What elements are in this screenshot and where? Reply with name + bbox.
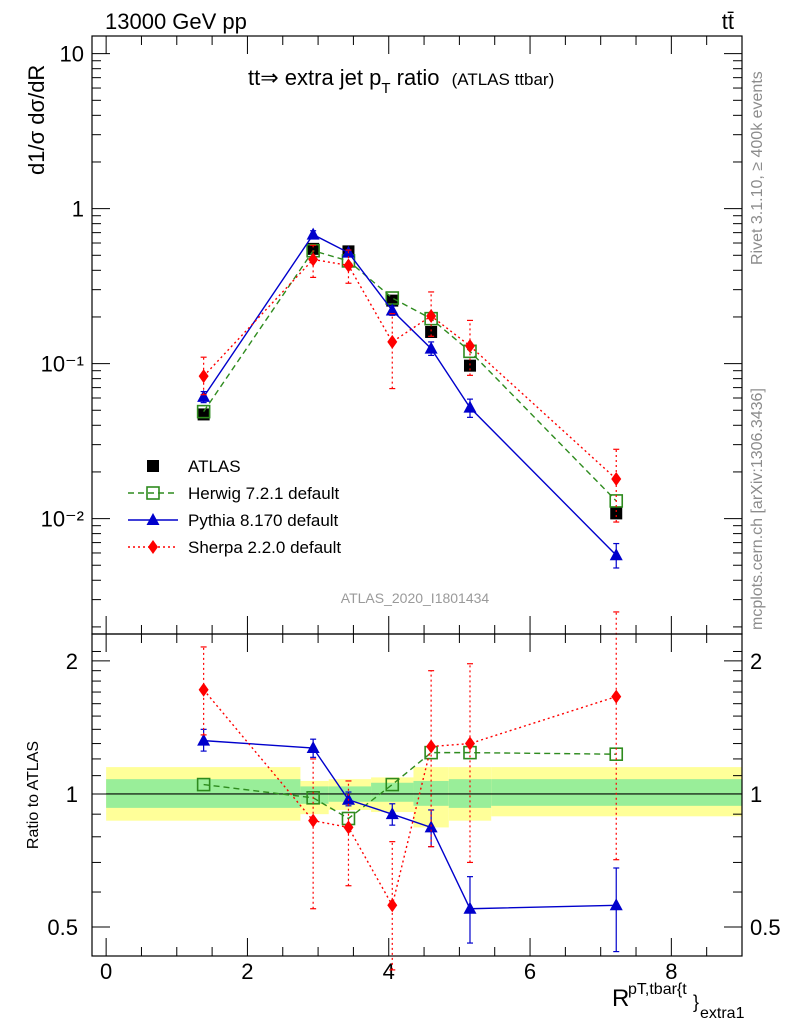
main-ytick-label: 10 [60,42,84,67]
series-herwig [196,243,624,508]
ratio-data-point [198,682,209,697]
data-point [463,359,476,372]
data-point [424,341,438,354]
data-point [308,252,319,267]
ratio-ylabel-text: Ratio to ATLAS [25,741,42,849]
legend-label: Pythia 8.170 default [188,511,339,530]
xlabel-main: R [612,985,629,1012]
ratio-data-point [385,777,400,792]
ratio-data-point [609,898,623,911]
ratio-xtick-label: 4 [383,959,395,984]
legend-marker [146,486,160,500]
ratio-ytick-label: 2 [66,649,78,674]
ratio-ytick-label: 0.5 [47,915,78,940]
series-sherpa [198,244,622,523]
xlabel-sup: pT,tbar{t [628,981,687,998]
ratio-data-point [343,820,354,835]
data-point [610,507,623,520]
ratio-ytick-label-right: 1 [750,782,762,807]
title-sub: T [381,80,390,97]
data-point [197,408,210,421]
analysis-watermark: ATLAS_2020_I1801434 [341,590,490,606]
data-point [343,258,354,273]
data-point [196,404,211,419]
legend: ATLAS Herwig 7.2.1 default Pythia 8.170 de… [128,457,341,557]
title-note: (ATLAS ttbar) [452,70,555,89]
svg-text:R: R [612,985,629,1012]
ratio-data-point [196,777,211,792]
ratio-ytick-label-right: 2 [750,649,762,674]
data-point [306,227,320,240]
data-point [463,400,477,413]
ratio-data-point [463,901,477,914]
main-ytick-label: 10⁻² [41,507,84,532]
ratio-panel: 2 2 1 1 0.5 0.5 0 2 4 6 8 [47,611,781,984]
main-panel: 10 1 10⁻¹ 10⁻² [41,36,743,634]
rivet-side-label: Rivet 3.1.10, ≥ 400k events [749,71,766,265]
xlabel-sub: extra1 [700,1005,745,1022]
ratio-xtick-label: 0 [100,959,112,984]
ratio-data-point [385,807,399,820]
chart-title: tt⇒ extra jet pT ratio (ATLAS ttbar) [248,65,554,97]
mcplots-side-label: mcplots.cern.ch [arXiv:1306.3436] [749,388,766,630]
svg-text:tt⇒ extra jet pT ratio (: tt⇒ extra jet pT ratio (ATLAS ttbar) [248,65,554,97]
data-point [609,548,623,561]
main-ylabel: d1/σ dσ/dR [24,65,49,175]
main-ytick-label: 10⁻¹ [41,352,84,377]
header-left-label: 13000 GeV pp [105,9,247,34]
xaxis-label: R pT,tbar{t } extra1 [612,981,745,1022]
legend-marker [148,540,158,554]
uncertainty-band-inner [300,786,329,804]
ratio-data-point [387,898,398,913]
ratio-data-point [611,689,622,704]
series-line [203,258,617,480]
ratio-ylabel: Ratio to ATLAS [25,741,42,849]
legend-marker [147,460,159,472]
ratio-xtick-label: 8 [665,959,677,984]
data-point [426,308,437,323]
ratio-series-line [203,739,617,910]
uncertainty-band-inner [371,782,414,802]
ratio-data-point [464,736,475,751]
data-point [464,338,475,353]
ratio-series-pythia [197,728,623,953]
data-point [387,334,398,349]
ratio-series-sherpa [198,611,622,971]
ratio-xtick-label: 2 [241,959,253,984]
data-point [611,472,622,487]
data-point [197,389,211,402]
title-main: tt⇒ extra jet p [248,65,381,90]
legend-label: Herwig 7.2.1 default [188,484,339,503]
main-ytick-label: 1 [72,197,84,222]
ratio-ytick-label-right: 0.5 [750,915,781,940]
series-line [203,249,617,502]
legend-marker [146,513,160,525]
main-ylabel-text: d1/σ dσ/dR [24,65,49,175]
series-atlas [197,242,623,520]
legend-label: Sherpa 2.2.0 default [188,538,341,557]
ratio-data-point [426,739,437,754]
ratio-data-point [197,733,211,746]
xlabel-brace: } [693,992,699,1012]
series-line [203,233,617,556]
ratio-data-point [306,741,320,754]
header-right-label: tt̄ [722,9,734,34]
ratio-data-point [308,813,319,828]
data-point [425,325,438,338]
ratio-ytick-label: 1 [66,782,78,807]
ratio-xtick-label: 6 [524,959,536,984]
legend-label: ATLAS [188,457,241,476]
data-point [385,303,399,316]
ratio-panel-frame [91,633,743,957]
title-rest: ratio [391,65,440,90]
data-point [198,369,209,384]
